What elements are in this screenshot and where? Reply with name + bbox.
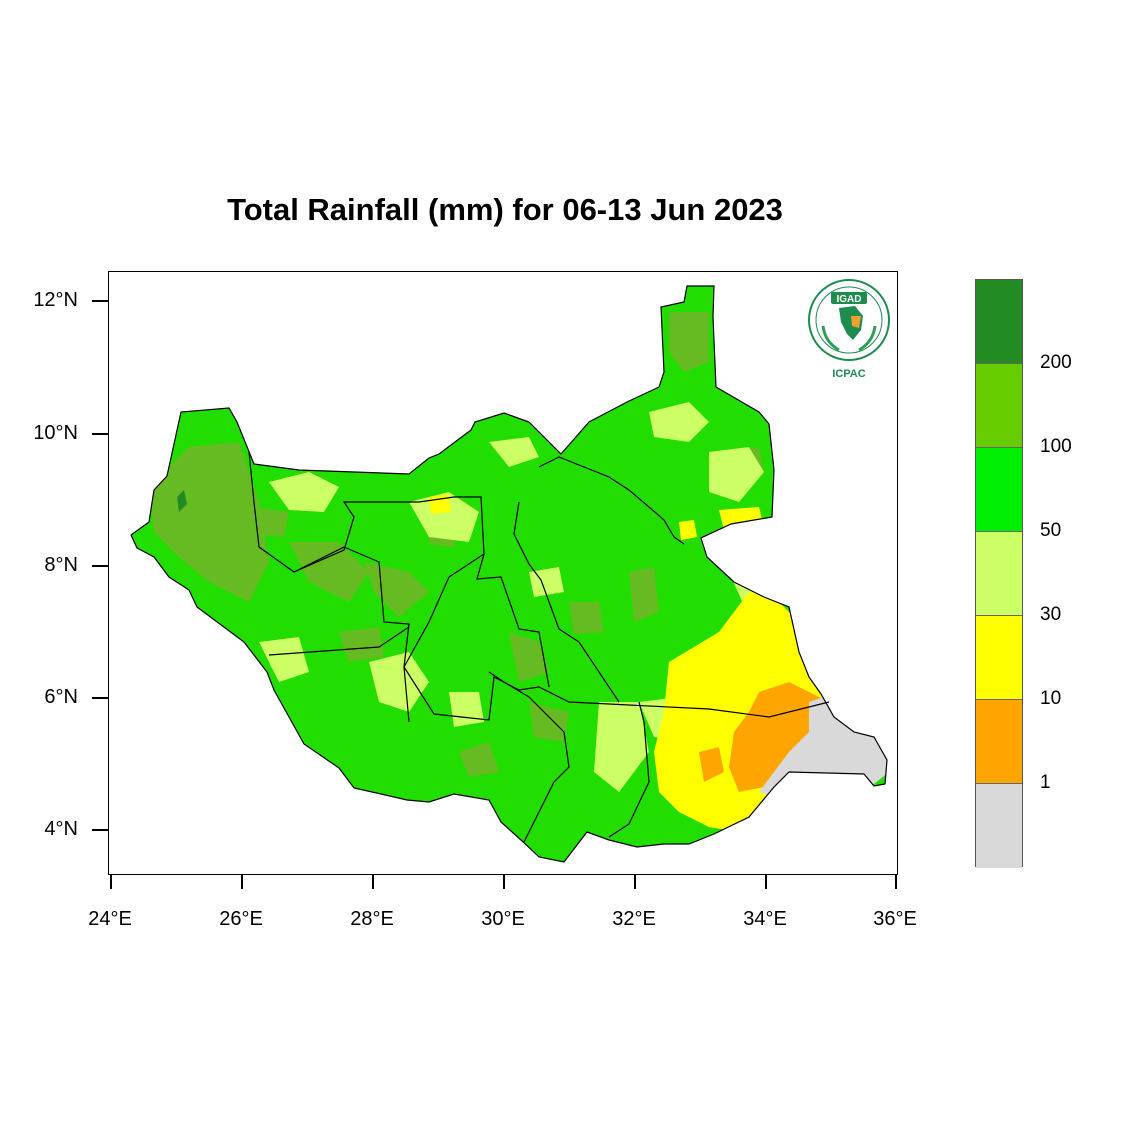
legend-swatch-200-plus: [976, 280, 1022, 364]
legend-swatch-50-100: [976, 448, 1022, 532]
legend-label-30: 30: [1040, 604, 1062, 625]
y-tick-8n: [92, 565, 108, 567]
map-title: Total Rainfall (mm) for 06-13 Jun 2023: [227, 192, 783, 227]
legend-swatch-100-200: [976, 364, 1022, 448]
y-tick-12n: [92, 300, 108, 302]
rainfall-1-10-area: [729, 682, 834, 792]
y-label-6n: 6°N: [44, 686, 78, 708]
x-label-32e: 32°E: [612, 908, 656, 930]
y-label-10n: 10°N: [33, 422, 78, 444]
legend-swatch-below-1: [976, 784, 1022, 868]
x-label-24e: 24°E: [88, 908, 132, 930]
igad-emblem-icon: IGAD ICPAC: [808, 279, 890, 380]
rainfall-10-30-patch-north: [429, 494, 451, 514]
y-tick-6n: [92, 697, 108, 699]
igad-icpac-logo: IGAD ICPAC: [805, 278, 893, 382]
state-boundaries: [248, 451, 830, 843]
x-label-34e: 34°E: [743, 908, 787, 930]
legend-swatch-1-10: [976, 700, 1022, 784]
legend-label-50: 50: [1040, 520, 1062, 541]
x-tick-26e: [241, 875, 243, 889]
x-tick-28e: [372, 875, 374, 889]
x-tick-24e: [110, 875, 112, 889]
legend-label-100: 100: [1040, 436, 1072, 457]
x-label-28e: 28°E: [350, 908, 394, 930]
legend-swatch-10-30: [976, 616, 1022, 700]
x-label-26e: 26°E: [219, 908, 263, 930]
rainfall-map: [130, 285, 888, 863]
x-tick-36e: [895, 875, 897, 889]
y-tick-4n: [92, 829, 108, 831]
rainfall-fill: [131, 286, 887, 862]
x-tick-30e: [503, 875, 505, 889]
rainfall-200-plus-patch: [177, 490, 187, 512]
legend-label-1: 1: [1040, 772, 1051, 793]
legend-label-10: 10: [1040, 688, 1062, 709]
rainfall-below-1-area: [759, 692, 887, 797]
x-label-30e: 30°E: [481, 908, 525, 930]
map-frame: [108, 271, 898, 875]
y-label-8n: 8°N: [44, 554, 78, 576]
x-label-36e: 36°E: [873, 908, 917, 930]
logo-bottom-text: ICPAC: [832, 368, 865, 380]
legend-color-bar: [975, 279, 1023, 868]
x-tick-32e: [634, 875, 636, 889]
logo-top-text: IGAD: [837, 294, 862, 305]
x-tick-34e: [765, 875, 767, 889]
y-tick-10n: [92, 433, 108, 435]
legend-swatch-30-50: [976, 532, 1022, 616]
rainfall-1-10-patch: [699, 747, 724, 782]
y-label-12n: 12°N: [33, 289, 78, 311]
y-label-4n: 4°N: [44, 818, 78, 840]
rainfall-10-30-patch-east: [679, 520, 697, 540]
legend-label-200: 200: [1040, 352, 1072, 373]
